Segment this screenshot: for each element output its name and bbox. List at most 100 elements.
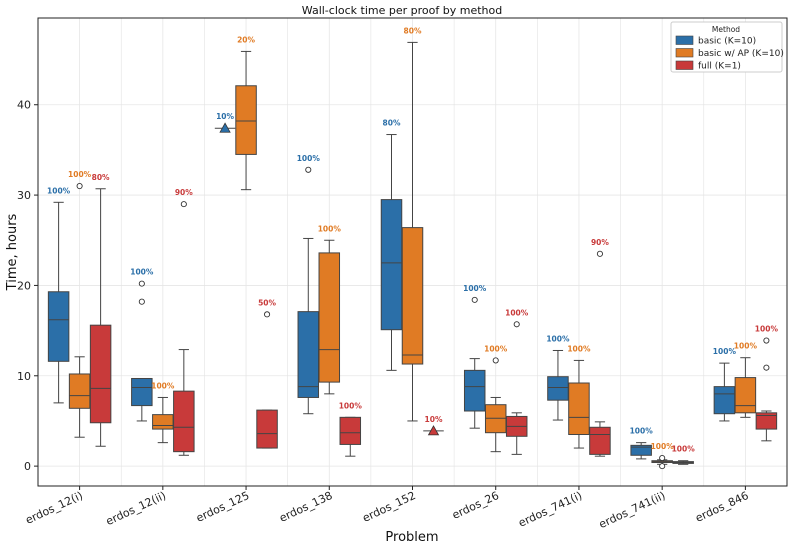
- box-2-1: 90%: [173, 188, 195, 456]
- x-tick-label: erdos_741(i): [516, 489, 584, 530]
- success-rate-label: 100%: [755, 325, 779, 334]
- box-1-4: 80%: [401, 26, 424, 422]
- box-iqr: [339, 416, 362, 445]
- legend-swatch: [675, 48, 694, 58]
- success-rate-label: 100%: [651, 442, 675, 451]
- chart-title: Wall-clock time per proof by method: [302, 4, 502, 17]
- success-rate-label: 100%: [484, 344, 508, 353]
- y-tick-label: 40: [17, 99, 31, 112]
- box-1-2: 20%: [235, 35, 257, 191]
- success-rate-label: 100%: [630, 427, 654, 436]
- success-rate-label: 10%: [216, 112, 234, 121]
- success-rate-label: 90%: [175, 188, 193, 197]
- box-2-8: 100%: [755, 325, 779, 442]
- box-2-2: 50%: [256, 298, 278, 449]
- box-2-3: 100%: [339, 401, 363, 457]
- box-iqr: [68, 373, 91, 409]
- success-rate-label: 100%: [47, 186, 71, 195]
- success-rate-label: 80%: [404, 26, 422, 35]
- success-rate-label: 100%: [68, 170, 92, 179]
- box-2-7: 100%: [672, 445, 696, 465]
- outlier-point: [138, 298, 145, 305]
- x-tick-label: erdos_138: [277, 489, 334, 525]
- box-0-2: 10%: [214, 112, 236, 133]
- box-iqr: [318, 252, 341, 383]
- y-tick-label: 10: [17, 370, 31, 383]
- box-0-5: 100%: [463, 284, 487, 429]
- outlier-point: [180, 201, 187, 208]
- success-rate-label: 100%: [713, 347, 737, 356]
- x-tick-label: erdos_12(ii): [104, 489, 168, 528]
- box-2-0: 80%: [89, 173, 112, 447]
- success-rate-label: 100%: [339, 401, 363, 410]
- success-rate-label: 100%: [130, 268, 154, 277]
- box-0-4: 80%: [380, 119, 403, 371]
- success-rate-label: 80%: [92, 173, 110, 182]
- box-iqr: [131, 377, 153, 407]
- box-iqr: [568, 382, 590, 436]
- x-tick-label: erdos_125: [194, 489, 251, 525]
- legend-swatch: [675, 60, 694, 70]
- box-0-7: 100%: [630, 427, 654, 460]
- success-rate-label: 50%: [258, 298, 276, 307]
- box-0-6: 100%: [546, 334, 570, 421]
- y-tick-label: 20: [17, 279, 31, 292]
- y-tick-label: 30: [17, 189, 31, 202]
- x-axis-title: Problem: [385, 530, 438, 545]
- box-1-6: 100%: [567, 344, 591, 449]
- x-tick-label: erdos_12(i): [23, 489, 84, 527]
- box-0-0: 100%: [47, 186, 71, 404]
- outlier-point: [763, 364, 770, 371]
- box-1-0: 100%: [68, 170, 92, 438]
- box-iqr: [755, 412, 778, 430]
- box-iqr: [152, 414, 174, 430]
- outlier-point: [659, 463, 666, 470]
- box-1-3: 100%: [318, 224, 342, 395]
- success-rate-label: 100%: [672, 445, 696, 454]
- box-1-5: 100%: [484, 344, 508, 453]
- box-iqr: [297, 311, 320, 398]
- success-rate-label: 100%: [505, 308, 529, 317]
- legend-entry: full (K=1): [698, 62, 741, 72]
- box-1-1: 100%: [151, 381, 175, 444]
- success-rate-label: 100%: [546, 334, 570, 343]
- box-iqr: [713, 386, 736, 415]
- box-0-3: 100%: [297, 154, 320, 415]
- x-tick-label: erdos_846: [693, 489, 750, 525]
- outlier-point: [763, 337, 770, 344]
- legend-entry: basic (K=10): [698, 37, 756, 47]
- legend-swatch: [675, 35, 694, 45]
- outlier-point: [596, 250, 603, 257]
- box-iqr: [256, 409, 278, 449]
- box-iqr: [547, 376, 569, 401]
- box-2-6: 90%: [589, 238, 611, 457]
- box-iqr: [380, 199, 403, 331]
- box-2-5: 100%: [505, 308, 529, 455]
- success-rate-label: 100%: [734, 342, 758, 351]
- plot-marks: 100%100%10%100%80%100%100%100%100%100%10…: [47, 26, 779, 470]
- box-iqr: [47, 291, 70, 362]
- success-rate-label: 100%: [151, 381, 175, 390]
- box-1-7: 100%: [651, 442, 675, 470]
- success-rate-label: 100%: [463, 284, 487, 293]
- outlier-point: [659, 454, 666, 462]
- x-tick-label: erdos_741(ii): [597, 489, 668, 531]
- outlier-point: [305, 166, 312, 173]
- x-tick-label: erdos_152: [361, 489, 418, 525]
- single-value-marker: [219, 122, 231, 133]
- legend-title: Method: [712, 25, 740, 34]
- box-2-4: 10%: [423, 415, 444, 436]
- box-iqr: [630, 444, 652, 456]
- single-value-marker: [427, 425, 440, 436]
- box-iqr: [401, 227, 424, 365]
- success-rate-label: 20%: [237, 35, 255, 44]
- outlier-point: [264, 311, 271, 318]
- box-iqr: [589, 426, 611, 455]
- success-rate-label: 90%: [591, 238, 609, 247]
- outlier-point: [492, 357, 499, 364]
- x-tick-label: erdos_26: [450, 489, 501, 522]
- success-rate-label: 100%: [318, 224, 342, 233]
- box-iqr: [89, 324, 112, 424]
- success-rate-label: 80%: [383, 119, 401, 128]
- box-iqr: [734, 377, 757, 414]
